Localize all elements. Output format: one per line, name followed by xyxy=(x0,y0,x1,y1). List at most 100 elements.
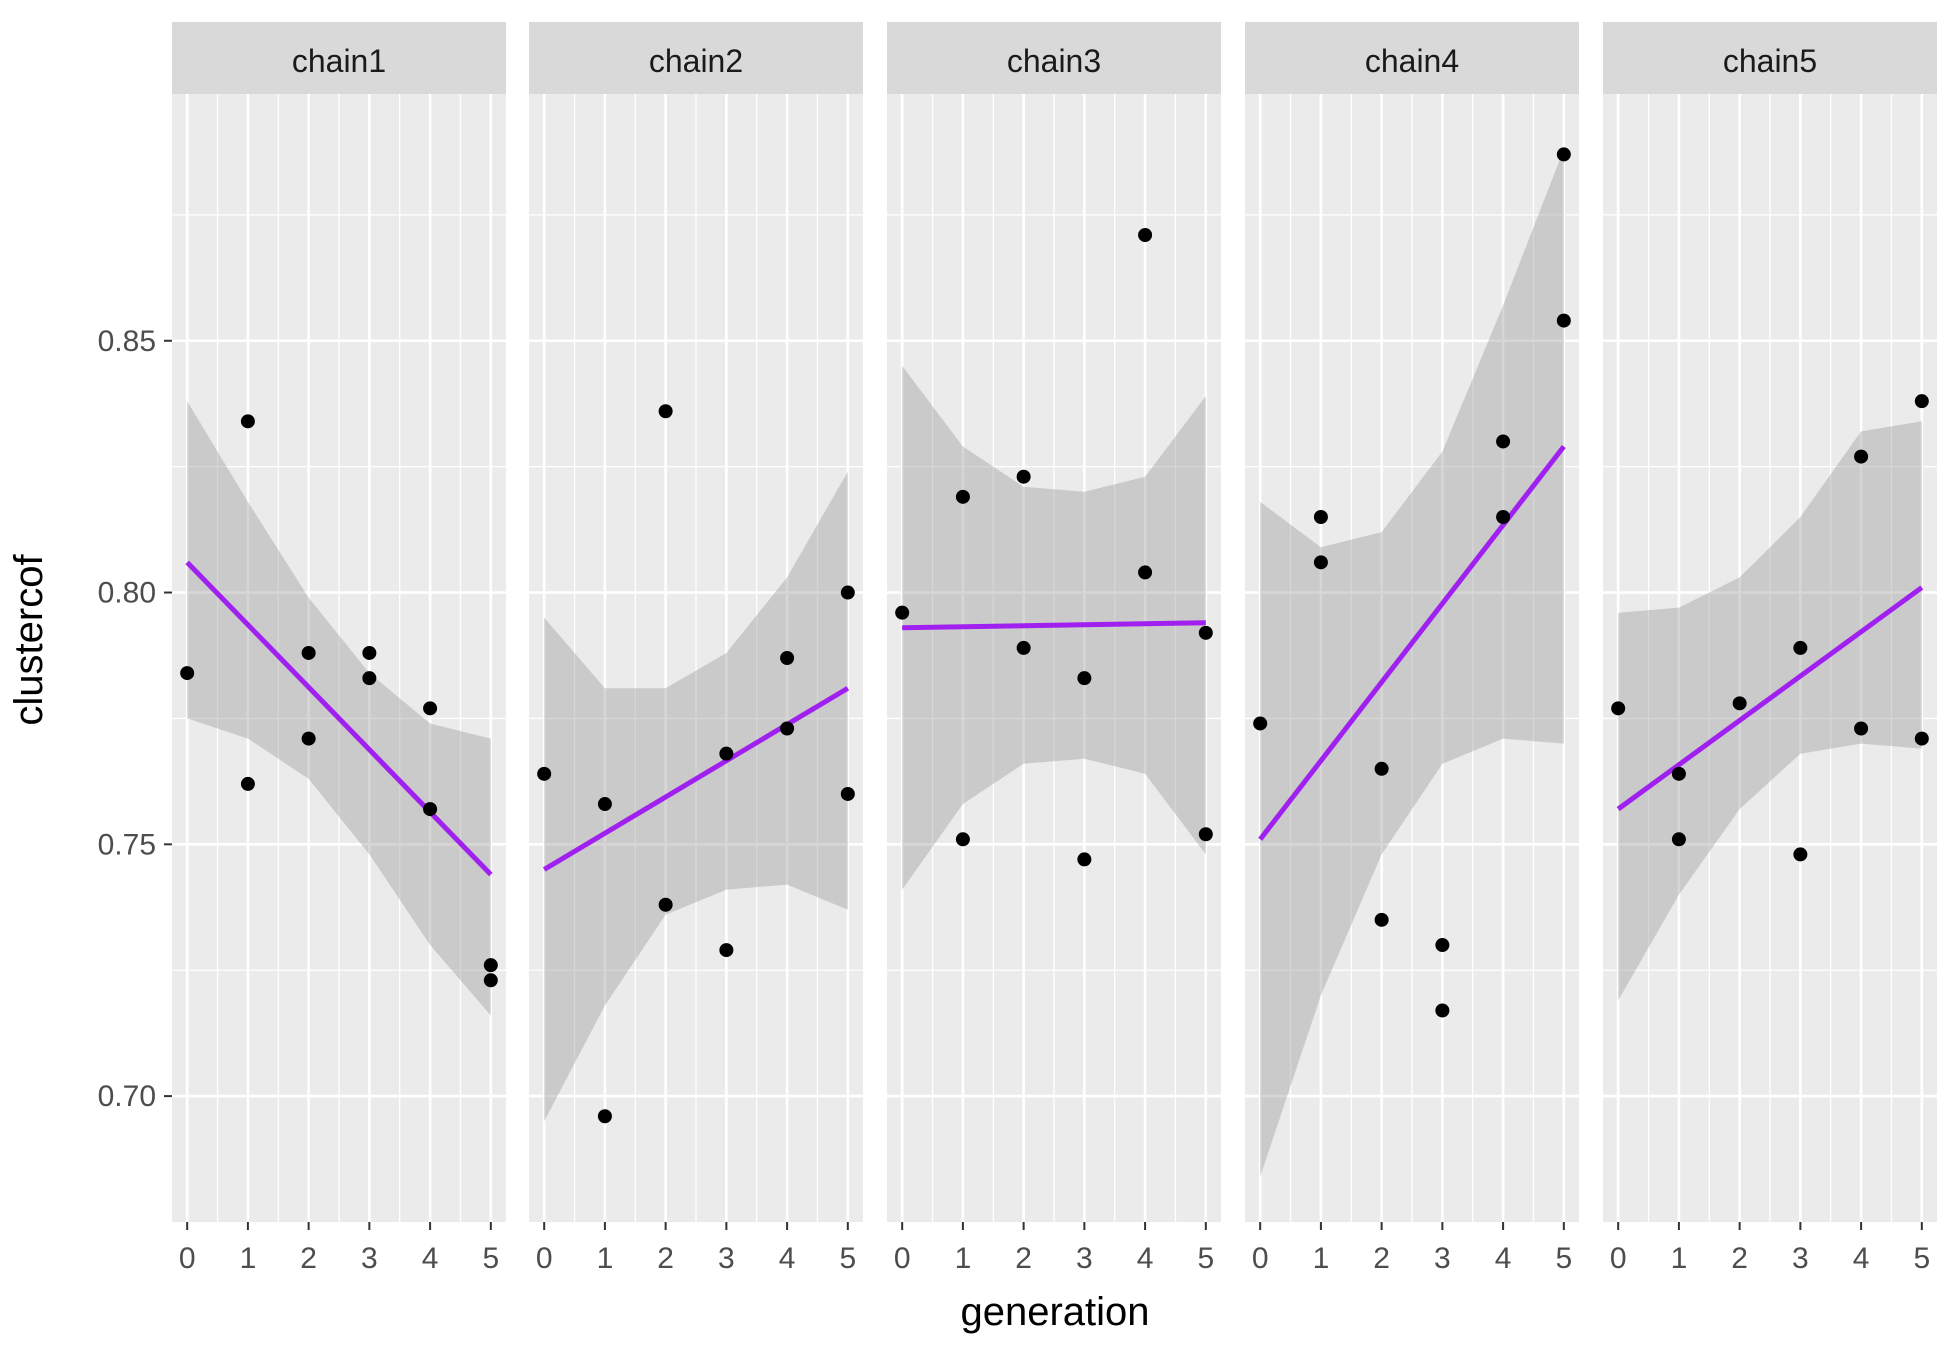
strip-chain2 xyxy=(529,22,863,94)
strip-label: chain3 xyxy=(1007,43,1101,79)
y-tick-label: 0.70 xyxy=(98,1080,156,1113)
data-point xyxy=(840,786,855,801)
x-tick-label: 2 xyxy=(1015,1242,1032,1275)
x-axis: 0 1 2 3 4 5 0 1 2 3 4 5 0 1 2 3 4 5 0 1 2 3 4 5 0 1 2 3 4 5 xyxy=(179,1222,1930,1275)
y-tick-label: 0.75 xyxy=(98,828,156,861)
panel-chain3: chain3 xyxy=(887,22,1221,1222)
x-tick-label: 1 xyxy=(955,1242,972,1275)
data-point xyxy=(537,766,552,781)
data-point xyxy=(780,721,795,736)
x-tick-label: 0 xyxy=(1252,1242,1269,1275)
panel-chain1: chain1 xyxy=(172,22,506,1222)
data-point xyxy=(1313,555,1328,570)
data-point xyxy=(240,414,255,429)
data-point xyxy=(1253,716,1268,731)
data-point xyxy=(597,1109,612,1124)
y-axis-title: clustercof xyxy=(7,554,51,726)
panel-chain2: chain2 xyxy=(529,22,863,1222)
data-point xyxy=(1374,912,1389,927)
data-point xyxy=(362,645,377,660)
data-point xyxy=(483,973,498,988)
data-point xyxy=(301,731,316,746)
data-point xyxy=(780,651,795,665)
x-tick-label: 2 xyxy=(300,1242,317,1275)
data-point xyxy=(1793,640,1808,655)
strip-chain4 xyxy=(1245,22,1579,94)
data-point xyxy=(1671,832,1686,847)
fit-line xyxy=(185,560,493,877)
strip-label: chain5 xyxy=(1723,43,1817,79)
panel-chain4: chain4 xyxy=(1245,22,1579,1222)
data-point xyxy=(1914,731,1929,746)
data-point xyxy=(1138,565,1153,580)
confidence-band xyxy=(544,471,848,1122)
data-point xyxy=(1914,394,1929,409)
data-point xyxy=(1435,938,1450,953)
data-point xyxy=(1138,228,1153,242)
y-tick-label: 0.80 xyxy=(98,577,156,610)
data-point xyxy=(1198,827,1213,842)
strip-chain1 xyxy=(172,22,506,94)
y-tick-label: 0.85 xyxy=(98,325,156,358)
x-tick-label: 4 xyxy=(1137,1242,1154,1275)
data-point xyxy=(1435,1003,1450,1018)
data-point xyxy=(1496,510,1511,524)
x-tick-label: 5 xyxy=(1197,1242,1214,1275)
x-tick-label: 2 xyxy=(657,1242,674,1275)
x-tick-label: 1 xyxy=(240,1242,257,1275)
x-tick-label: 3 xyxy=(1792,1242,1809,1275)
strip-chain3 xyxy=(887,22,1221,94)
x-tick-label: 2 xyxy=(1731,1242,1748,1275)
data-point xyxy=(1374,761,1389,776)
x-tick-label: 0 xyxy=(179,1242,196,1275)
x-tick-label: 4 xyxy=(1853,1242,1870,1275)
data-point xyxy=(362,671,377,686)
data-point xyxy=(1556,313,1571,328)
data-point xyxy=(423,701,438,716)
x-tick-label: 3 xyxy=(718,1242,735,1275)
data-point xyxy=(895,605,910,620)
x-tick-label: 4 xyxy=(1495,1242,1512,1275)
x-tick-label: 5 xyxy=(839,1242,856,1275)
confidence-band xyxy=(1618,421,1922,1001)
x-tick-label: 4 xyxy=(422,1242,439,1275)
data-point xyxy=(483,958,498,973)
data-point xyxy=(658,404,673,419)
data-point xyxy=(423,802,438,817)
strip-label: chain1 xyxy=(292,43,386,79)
data-point xyxy=(1556,147,1571,162)
x-tick-label: 0 xyxy=(536,1242,553,1275)
strip-label: chain4 xyxy=(1365,43,1459,79)
panel-chain5: chain5 xyxy=(1603,22,1937,1222)
x-tick-label: 1 xyxy=(1313,1242,1330,1275)
fit-line xyxy=(1258,444,1566,841)
data-point xyxy=(1611,701,1626,716)
data-point xyxy=(1077,671,1092,686)
x-tick-label: 5 xyxy=(1555,1242,1572,1275)
data-point xyxy=(1198,625,1213,640)
data-point xyxy=(1671,766,1686,781)
x-tick-label: 1 xyxy=(597,1242,614,1275)
confidence-band xyxy=(1260,149,1564,1177)
x-tick-label: 5 xyxy=(482,1242,499,1275)
fit-line xyxy=(542,686,850,872)
data-point xyxy=(1854,721,1869,736)
x-tick-label: 0 xyxy=(1610,1242,1627,1275)
data-point xyxy=(180,666,195,681)
x-tick-label: 3 xyxy=(1434,1242,1451,1275)
data-point xyxy=(1732,696,1747,711)
x-tick-label: 1 xyxy=(1671,1242,1688,1275)
strip-label: chain2 xyxy=(649,43,743,79)
fit-line xyxy=(902,620,1206,631)
fit-line xyxy=(1616,585,1924,812)
data-point xyxy=(955,489,970,504)
data-point xyxy=(719,746,734,761)
data-point xyxy=(1854,449,1869,464)
x-tick-label: 0 xyxy=(894,1242,911,1275)
x-tick-label: 5 xyxy=(1913,1242,1930,1275)
data-point xyxy=(1313,510,1328,524)
y-axis: 0.70 0.75 0.80 0.85 xyxy=(98,325,172,1113)
data-point xyxy=(1793,847,1808,862)
data-point xyxy=(1016,640,1031,655)
